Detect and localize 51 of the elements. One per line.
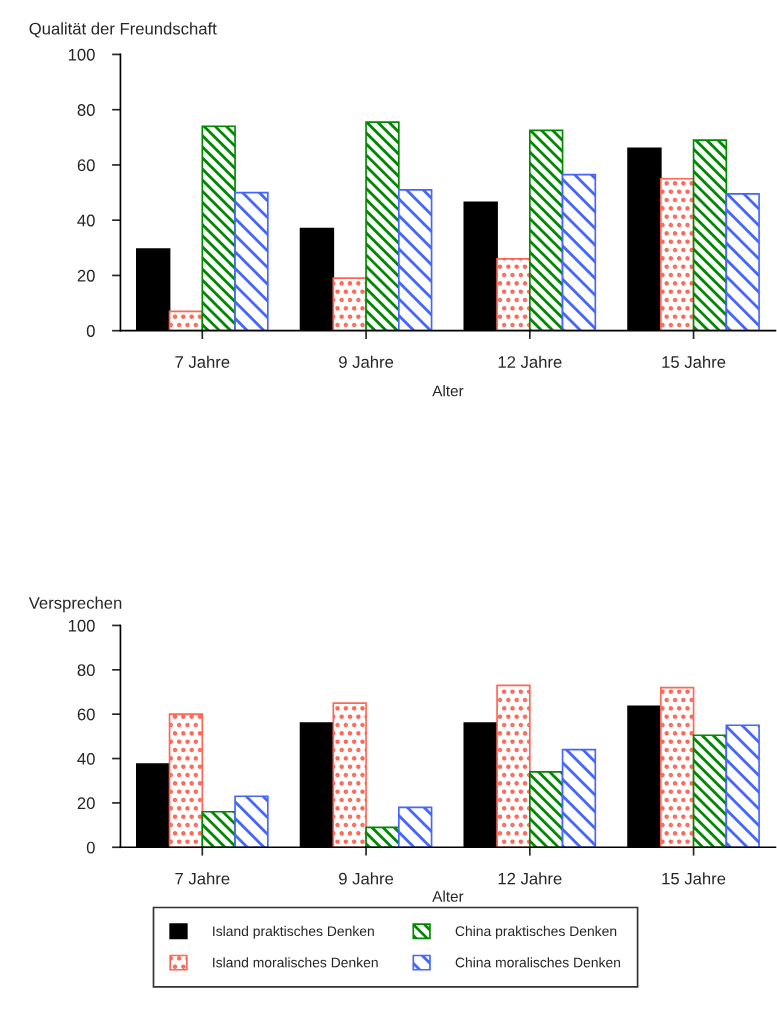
x-tick-label: 7 Jahre xyxy=(175,872,230,885)
bar xyxy=(725,193,760,331)
bar xyxy=(201,125,236,331)
bar xyxy=(561,173,597,331)
bar xyxy=(365,826,400,848)
y-axis-title: Versprechen xyxy=(28,596,122,613)
bar xyxy=(659,686,695,848)
bar xyxy=(234,191,269,331)
y-tick-label: 40 xyxy=(77,752,95,765)
x-tick-label: 15 Jahre xyxy=(662,355,726,368)
x-tick-label: 7 Jahre xyxy=(175,355,230,368)
bar xyxy=(692,139,728,331)
bar xyxy=(725,724,760,848)
bar xyxy=(397,188,433,331)
y-tick-label: 0 xyxy=(86,325,95,337)
y-tick-label: 20 xyxy=(77,269,95,282)
y-tick-label: 60 xyxy=(77,159,95,172)
bar xyxy=(397,806,433,848)
bar xyxy=(528,771,564,848)
bar xyxy=(168,713,204,848)
y-tick-label: 0 xyxy=(86,841,95,854)
bar xyxy=(332,277,367,331)
x-tick-label: 15 Jahre xyxy=(662,872,726,885)
y-tick-label: 80 xyxy=(77,104,95,116)
x-tick-label: 12 Jahre xyxy=(498,355,562,368)
legend-label: Island moralisches Denken xyxy=(213,957,378,968)
bar xyxy=(561,748,597,848)
x-axis-title: Alter xyxy=(432,385,464,397)
bar xyxy=(234,795,269,848)
legend-label: Island praktisches Denken xyxy=(213,925,374,939)
y-axis-title: Qualität der Freundschaft xyxy=(29,22,217,38)
legend-label: China moralisches Denken xyxy=(455,957,621,968)
bar xyxy=(365,121,400,331)
y-tick-label: 100 xyxy=(68,619,95,632)
bar xyxy=(496,684,531,848)
x-tick-label: 9 Jahre xyxy=(339,872,394,885)
bar xyxy=(659,177,695,331)
bar xyxy=(201,810,236,848)
legend-label: China praktisches Denken xyxy=(455,925,617,939)
bar xyxy=(692,734,728,848)
y-tick-label: 40 xyxy=(77,214,95,227)
bar xyxy=(332,702,367,848)
bar xyxy=(496,258,531,331)
y-tick-label: 100 xyxy=(68,48,95,61)
y-tick-label: 60 xyxy=(77,708,95,721)
x-tick-label: 9 Jahre xyxy=(339,355,394,368)
x-axis-title: Alter xyxy=(432,890,464,902)
x-tick-label: 12 Jahre xyxy=(498,872,562,885)
y-tick-label: 80 xyxy=(77,664,95,677)
y-tick-label: 20 xyxy=(77,797,95,810)
bar xyxy=(528,129,564,331)
